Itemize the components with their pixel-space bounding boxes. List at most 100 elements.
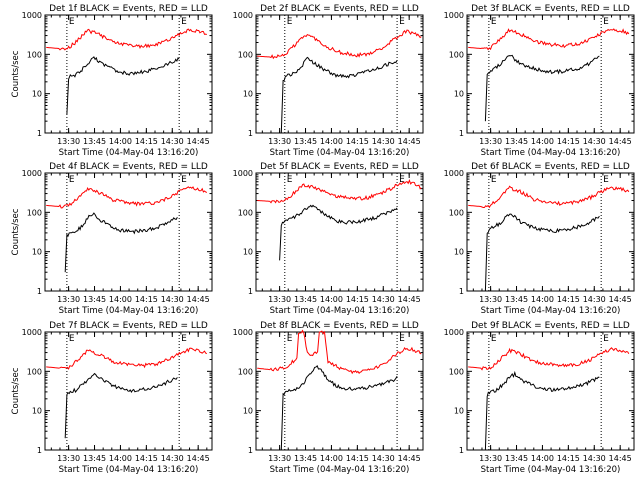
- y-tick-label: 1: [37, 446, 42, 455]
- x-tick-label: 13:30: [57, 295, 80, 304]
- y-tick-label: 1: [37, 287, 42, 296]
- panel-title: Det 2f BLACK = Events, RED = LLD: [260, 4, 419, 14]
- event-marker-label: E: [181, 334, 187, 344]
- x-tick-label: 14:45: [398, 137, 421, 146]
- panel-title: Det 9f BLACK = Events, RED = LLD: [471, 321, 630, 331]
- panel-title: Det 4f BLACK = Events, RED = LLD: [49, 162, 208, 172]
- x-tick-label: 14:30: [583, 454, 606, 463]
- events-series-line: [64, 372, 178, 439]
- y-tick-label: 10: [32, 407, 42, 416]
- x-tick-label: 14:15: [135, 454, 158, 463]
- event-marker-label: E: [603, 17, 609, 27]
- y-tick-label: 1000: [22, 169, 42, 178]
- x-tick-label: 14:45: [609, 137, 632, 146]
- x-tick-label: 13:30: [479, 454, 502, 463]
- y-tick-label: 1000: [22, 11, 42, 20]
- x-tick-label: 14:30: [583, 295, 606, 304]
- y-tick-label: 1000: [233, 11, 253, 20]
- plot-frame: [44, 331, 213, 451]
- x-axis-label: Start Time (04-May-04 13:16:20): [270, 148, 410, 158]
- lld-series-line: [46, 347, 208, 370]
- y-tick-label: 10: [243, 248, 253, 257]
- lld-series-line: [257, 329, 422, 375]
- x-tick-label: 14:30: [161, 295, 184, 304]
- event-marker-label: E: [69, 175, 75, 185]
- y-tick-label: 1: [459, 287, 464, 296]
- x-tick-label: 13:45: [505, 295, 528, 304]
- x-tick-label: 13:45: [83, 454, 106, 463]
- panel-title: Det 7f BLACK = Events, RED = LLD: [49, 321, 208, 331]
- plot-frame: [466, 172, 635, 292]
- x-tick-label: 14:15: [557, 137, 580, 146]
- event-marker-label: E: [399, 17, 405, 27]
- plot-frame: [466, 331, 635, 451]
- y-tick-label: 10: [32, 248, 42, 257]
- y-tick-label: 100: [238, 208, 253, 217]
- x-axis-label: Start Time (04-May-04 13:16:20): [59, 465, 199, 475]
- x-tick-label: 14:30: [372, 137, 395, 146]
- plot-frame: [255, 172, 424, 292]
- x-tick-label: 14:45: [187, 137, 210, 146]
- x-axis-label: Start Time (04-May-04 13:16:20): [481, 465, 621, 475]
- x-tick-label: 13:30: [479, 295, 502, 304]
- event-marker-label: E: [181, 175, 187, 185]
- event-marker-label: E: [603, 175, 609, 185]
- x-tick-label: 14:15: [135, 295, 158, 304]
- x-tick-label: 14:30: [372, 454, 395, 463]
- event-marker-label: E: [69, 17, 75, 27]
- x-axis-label: Start Time (04-May-04 13:16:20): [270, 465, 410, 475]
- event-marker-label: E: [491, 17, 497, 27]
- x-tick-label: 14:00: [109, 137, 132, 146]
- x-tick-label: 13:45: [294, 295, 317, 304]
- panel-title: Det 1f BLACK = Events, RED = LLD: [49, 4, 208, 14]
- events-series-line: [280, 365, 398, 451]
- y-tick-label: 100: [449, 367, 464, 376]
- events-series-line: [280, 56, 398, 134]
- chart-panel: Det 3f BLACK = Events, RED = LLD 1 10 100 10…: [444, 4, 635, 158]
- y-tick-label: 100: [238, 50, 253, 59]
- event-marker-label: E: [603, 334, 609, 344]
- events-series-line: [484, 213, 600, 292]
- panel-title: Det 5f BLACK = Events, RED = LLD: [260, 162, 419, 172]
- event-marker-label: E: [181, 17, 187, 27]
- x-tick-label: 14:15: [346, 454, 369, 463]
- y-tick-label: 1: [459, 446, 464, 455]
- events-series-line: [484, 54, 600, 122]
- plot-frame: [44, 172, 213, 292]
- x-axis-label: Start Time (04-May-04 13:16:20): [481, 306, 621, 316]
- x-tick-label: 13:30: [268, 295, 291, 304]
- x-tick-label: 13:45: [83, 295, 106, 304]
- event-marker-label: E: [69, 334, 75, 344]
- chart-panel: Det 7f BLACK = Events, RED = LLD 1 10 100 10…: [11, 321, 213, 475]
- y-axis-label: Counts/sec: [11, 367, 21, 414]
- x-tick-label: 13:30: [479, 137, 502, 146]
- y-tick-label: 10: [454, 248, 464, 257]
- chart-panel: Det 5f BLACK = Events, RED = LLD 1 10 100 10…: [233, 162, 424, 316]
- y-tick-label: 1: [459, 129, 464, 138]
- events-series-line: [64, 212, 178, 273]
- events-series-line: [279, 204, 398, 261]
- lld-series-line: [468, 28, 630, 51]
- y-tick-label: 1: [248, 446, 253, 455]
- x-tick-label: 14:15: [346, 137, 369, 146]
- x-tick-label: 14:45: [187, 454, 210, 463]
- x-tick-label: 14:45: [187, 295, 210, 304]
- y-tick-label: 100: [27, 367, 42, 376]
- x-tick-label: 13:45: [83, 137, 106, 146]
- x-tick-label: 14:45: [398, 295, 421, 304]
- lld-series-line: [257, 29, 422, 60]
- y-tick-label: 10: [454, 90, 464, 99]
- chart-panel: Det 1f BLACK = Events, RED = LLD 1 10 100 10…: [11, 4, 213, 158]
- x-tick-label: 14:30: [372, 295, 395, 304]
- x-tick-label: 14:00: [531, 295, 554, 304]
- y-tick-label: 1000: [22, 328, 42, 337]
- y-tick-label: 100: [27, 50, 42, 59]
- x-tick-label: 13:30: [268, 137, 291, 146]
- lld-series-line: [468, 347, 630, 371]
- panel-title: Det 8f BLACK = Events, RED = LLD: [260, 321, 419, 331]
- panel-title: Det 6f BLACK = Events, RED = LLD: [471, 162, 630, 172]
- y-tick-label: 1000: [444, 328, 464, 337]
- x-tick-label: 14:00: [109, 454, 132, 463]
- x-tick-label: 14:00: [320, 295, 343, 304]
